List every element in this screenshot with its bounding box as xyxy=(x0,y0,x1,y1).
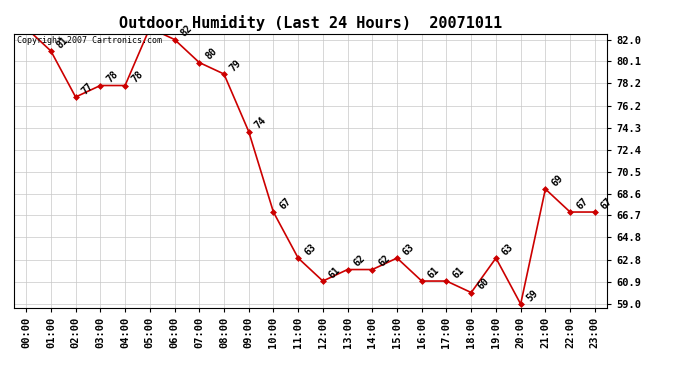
Text: 62: 62 xyxy=(377,254,392,269)
Title: Outdoor Humidity (Last 24 Hours)  20071011: Outdoor Humidity (Last 24 Hours) 2007101… xyxy=(119,15,502,31)
Text: 83: 83 xyxy=(0,374,1,375)
Text: 80: 80 xyxy=(204,46,219,62)
Text: 63: 63 xyxy=(302,242,317,257)
Text: 63: 63 xyxy=(500,242,515,257)
Text: Copyright 2007 Cartronics.com: Copyright 2007 Cartronics.com xyxy=(17,36,161,45)
Text: 69: 69 xyxy=(549,173,565,188)
Text: 60: 60 xyxy=(475,276,491,292)
Text: 82: 82 xyxy=(179,23,194,39)
Text: 77: 77 xyxy=(80,81,95,96)
Text: 78: 78 xyxy=(129,69,145,85)
Text: 61: 61 xyxy=(327,265,342,280)
Text: 67: 67 xyxy=(277,196,293,211)
Text: 83: 83 xyxy=(0,374,1,375)
Text: 61: 61 xyxy=(451,265,466,280)
Text: 59: 59 xyxy=(525,288,540,303)
Text: 67: 67 xyxy=(574,196,590,211)
Text: 79: 79 xyxy=(228,58,244,73)
Text: 62: 62 xyxy=(352,254,367,269)
Text: 67: 67 xyxy=(599,196,614,211)
Text: 61: 61 xyxy=(426,265,442,280)
Text: 63: 63 xyxy=(401,242,417,257)
Text: 78: 78 xyxy=(104,69,120,85)
Text: 81: 81 xyxy=(55,35,70,50)
Text: 74: 74 xyxy=(253,116,268,131)
